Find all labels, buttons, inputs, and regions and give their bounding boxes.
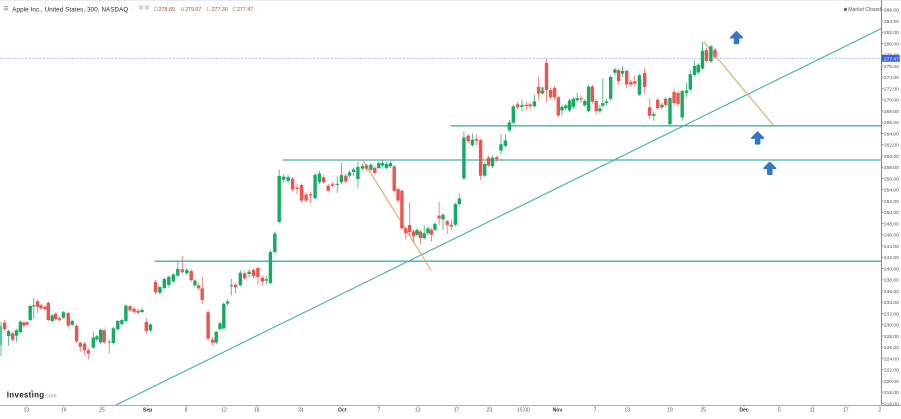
svg-text:Investing.com: Investing.com (7, 390, 57, 399)
svg-text:228.00: 228.00 (884, 334, 899, 340)
svg-text:13: 13 (624, 407, 630, 413)
svg-text:7: 7 (377, 407, 380, 413)
svg-text:24: 24 (298, 407, 304, 413)
svg-text:Nov: Nov (553, 407, 563, 413)
svg-text:Oct: Oct (338, 407, 347, 413)
svg-text:264.00: 264.00 (884, 131, 899, 137)
svg-text:17: 17 (843, 407, 849, 413)
svg-text:254.00: 254.00 (884, 188, 899, 194)
svg-text:258.00: 258.00 (884, 165, 899, 171)
svg-text:262.00: 262.00 (884, 143, 899, 149)
svg-text:250.00: 250.00 (884, 210, 899, 216)
svg-text:13: 13 (415, 407, 421, 413)
svg-text:7: 7 (594, 407, 597, 413)
svg-text:Apple Inc., United States, 300: Apple Inc., United States, 300, NASDAQ (12, 6, 128, 13)
svg-text:216.00: 216.00 (884, 401, 899, 407)
svg-text:8: 8 (185, 407, 188, 413)
svg-text:284.00: 284.00 (884, 19, 899, 25)
svg-text:280.00: 280.00 (884, 41, 899, 47)
svg-text:218.00: 218.00 (884, 390, 899, 396)
svg-text:244.00: 244.00 (884, 244, 899, 250)
svg-text:18: 18 (254, 407, 260, 413)
svg-text:222.00: 222.00 (884, 368, 899, 374)
svg-text:256.00: 256.00 (884, 176, 899, 182)
svg-text:268.00: 268.00 (884, 109, 899, 115)
svg-text:Sep: Sep (143, 407, 152, 413)
svg-text:15:00: 15:00 (517, 407, 530, 413)
svg-text:226.00: 226.00 (884, 345, 899, 351)
svg-text:260.00: 260.00 (884, 154, 899, 160)
svg-text:266.00: 266.00 (884, 120, 899, 126)
svg-text:238.00: 238.00 (884, 278, 899, 284)
svg-text:11: 11 (810, 407, 815, 413)
svg-text:13: 13 (23, 407, 29, 413)
svg-text:2: 2 (878, 407, 881, 413)
svg-text:274.00: 274.00 (884, 75, 899, 81)
svg-text:242.00: 242.00 (884, 255, 899, 261)
svg-text:25: 25 (99, 407, 105, 413)
svg-text:12: 12 (221, 407, 227, 413)
svg-text:234.00: 234.00 (884, 300, 899, 306)
svg-text:C: C (233, 7, 237, 13)
svg-text:17: 17 (454, 407, 460, 413)
svg-text:220.00: 220.00 (884, 379, 899, 385)
svg-text:282.00: 282.00 (884, 30, 899, 36)
svg-text:232.00: 232.00 (884, 311, 899, 317)
svg-text:279.07: 279.07 (185, 7, 201, 13)
svg-text:23: 23 (487, 407, 493, 413)
svg-text:Dec: Dec (739, 407, 749, 413)
svg-text:25: 25 (700, 407, 706, 413)
svg-text:246.00: 246.00 (884, 233, 899, 239)
svg-text:230.00: 230.00 (884, 323, 899, 329)
svg-text:19: 19 (61, 407, 67, 413)
svg-text:277.47: 277.47 (884, 56, 899, 62)
svg-text:276.00: 276.00 (884, 64, 899, 70)
svg-text:277.47: 277.47 (237, 7, 253, 13)
svg-text:H: H (181, 7, 185, 13)
svg-text:19: 19 (667, 407, 673, 413)
svg-text:272.00: 272.00 (884, 86, 899, 92)
svg-text:248.00: 248.00 (884, 221, 899, 227)
svg-text:286.00: 286.00 (884, 8, 899, 14)
svg-text:240.00: 240.00 (884, 266, 899, 272)
svg-text:277.30: 277.30 (212, 7, 228, 13)
svg-text:252.00: 252.00 (884, 199, 899, 205)
svg-text:Market Closed: Market Closed (848, 7, 881, 13)
svg-text:O: O (154, 7, 158, 13)
svg-text:-: - (131, 6, 133, 13)
svg-text:5: 5 (778, 407, 781, 413)
svg-text:270.00: 270.00 (884, 98, 899, 104)
svg-text:L: L (207, 7, 210, 13)
svg-text:236.00: 236.00 (884, 289, 899, 295)
svg-text:224.00: 224.00 (884, 356, 899, 362)
svg-text:278.89: 278.89 (159, 7, 175, 13)
